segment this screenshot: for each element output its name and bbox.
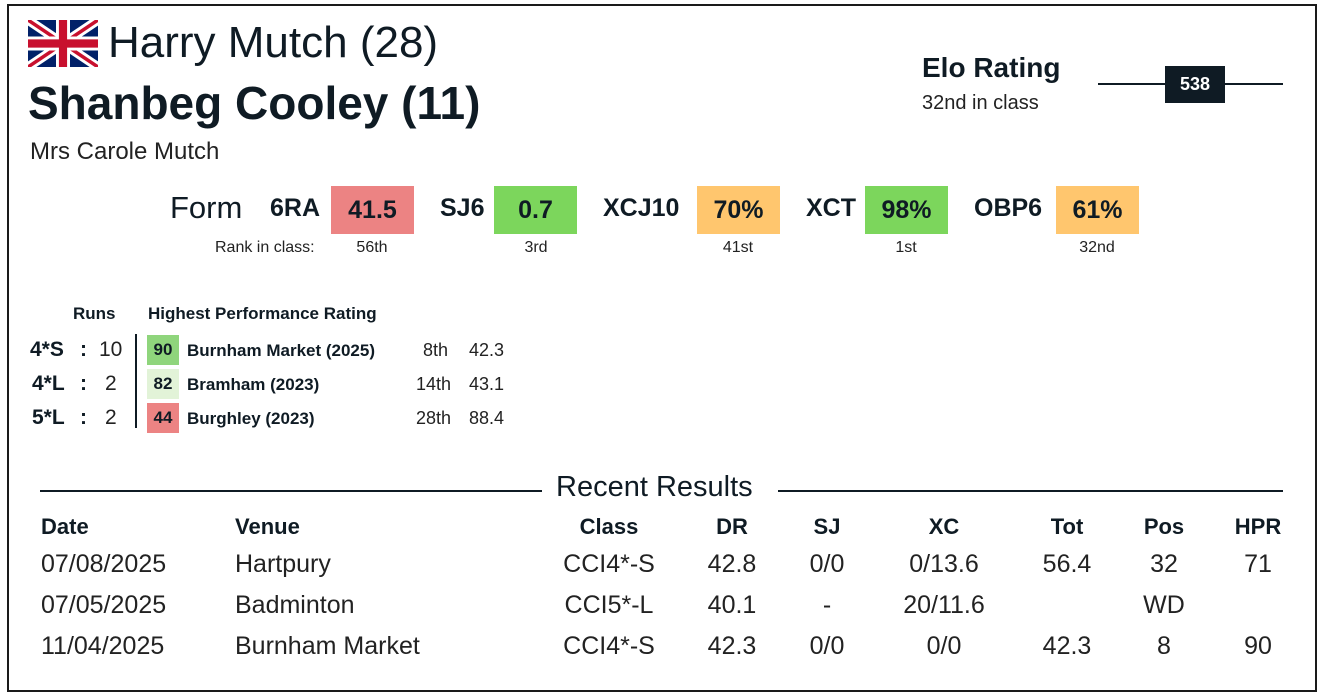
result-position: WD	[1143, 591, 1185, 619]
result-xc: 0/13.6	[909, 550, 979, 578]
metric-name-obp6: OBP6	[974, 194, 1043, 222]
result-sj: -	[822, 591, 832, 619]
form-label: Form	[170, 190, 243, 225]
horse-name: Shanbeg Cooley (11)	[28, 77, 481, 129]
elo-value-badge: 538	[1165, 66, 1225, 103]
runs-count: 10	[99, 338, 123, 361]
hpr-score-badge: 44	[147, 403, 179, 433]
level-label: 4*L	[32, 372, 65, 395]
result-class: CCI4*-S	[563, 550, 655, 578]
elo-title: Elo Rating	[922, 52, 1061, 83]
col-header-sj: SJ	[813, 514, 841, 539]
hpr-dressage-score: 42.3	[469, 340, 505, 360]
hpr-divider	[135, 334, 137, 428]
result-hpr: 90	[1244, 632, 1272, 660]
rank-in-class-label: Rank in class:	[215, 239, 315, 256]
result-position: 8	[1157, 632, 1171, 660]
level-label: 4*S	[30, 338, 64, 361]
result-venue: Hartpury	[235, 550, 331, 578]
metric-name-6ra: 6RA	[270, 194, 321, 222]
result-class: CCI4*-S	[563, 632, 655, 660]
col-header-date: Date	[41, 514, 89, 539]
runs-header: Runs	[73, 304, 116, 323]
profile-card	[7, 4, 1317, 692]
rank-xcj10: 41st	[722, 239, 754, 256]
result-dr: 42.8	[707, 550, 757, 578]
metric-name-xcj10: XCJ10	[603, 194, 680, 222]
rank-xct: 1st	[895, 239, 917, 256]
result-xc: 20/11.6	[903, 591, 985, 619]
section-divider-right	[778, 490, 1283, 492]
col-header-tot: Tot	[1050, 514, 1084, 539]
hpr-score-badge: 82	[147, 369, 179, 399]
metric-value-sj6: 0.7	[494, 186, 577, 234]
col-header-dr: DR	[716, 514, 748, 539]
result-venue: Burnham Market	[235, 632, 420, 660]
rank-6ra: 56th	[356, 239, 388, 256]
colon-separator: :	[80, 372, 87, 395]
result-position: 32	[1150, 550, 1178, 578]
level-label: 5*L	[32, 406, 65, 429]
rider-name: Harry Mutch (28)	[108, 18, 439, 67]
result-date: 11/04/2025	[41, 632, 165, 660]
runs-count: 2	[105, 406, 117, 429]
result-date: 07/05/2025	[41, 591, 167, 619]
metric-name-xct: XCT	[806, 194, 856, 222]
hpr-event: Burghley (2023)	[187, 409, 315, 428]
hpr-dressage-score: 88.4	[469, 408, 505, 428]
section-divider-left	[40, 490, 542, 492]
metric-name-sj6: SJ6	[440, 194, 485, 222]
col-header-class: Class	[579, 514, 639, 539]
hpr-header: Highest Performance Rating	[148, 304, 377, 323]
metric-value-obp6: 61%	[1056, 186, 1139, 234]
result-sj: 0/0	[809, 550, 845, 578]
hpr-score-badge: 90	[147, 335, 179, 365]
result-total: 56.4	[1042, 550, 1092, 578]
recent-results-title: Recent Results	[556, 471, 753, 503]
hpr-dressage-score: 43.1	[469, 374, 505, 394]
result-dr: 40.1	[707, 591, 757, 619]
result-venue: Badminton	[235, 591, 355, 619]
colon-separator: :	[80, 338, 87, 361]
hpr-place: 8th	[423, 340, 449, 360]
uk-flag-icon	[28, 20, 98, 67]
col-header-xc: XC	[928, 514, 960, 539]
col-header-venue: Venue	[235, 514, 300, 539]
elo-rank: 32nd in class	[922, 92, 1039, 114]
metric-value-xct: 98%	[865, 186, 948, 234]
result-hpr: 71	[1244, 550, 1272, 578]
col-header-hpr: HPR	[1234, 514, 1282, 539]
owner-name: Mrs Carole Mutch	[30, 138, 220, 165]
rank-sj6: 3rd	[524, 239, 548, 256]
col-header-pos: Pos	[1143, 514, 1185, 539]
result-sj: 0/0	[809, 632, 845, 660]
rank-obp6: 32nd	[1079, 239, 1115, 256]
runs-count: 2	[105, 372, 117, 395]
metric-value-xcj10: 70%	[697, 186, 780, 234]
hpr-event: Burnham Market (2025)	[187, 341, 376, 360]
colon-separator: :	[80, 406, 87, 429]
hpr-place: 28th	[416, 408, 452, 428]
result-dr: 42.3	[707, 632, 757, 660]
result-date: 07/08/2025	[41, 550, 167, 578]
hpr-place: 14th	[416, 374, 452, 394]
result-class: CCI5*-L	[564, 591, 654, 619]
hpr-event: Bramham (2023)	[187, 375, 320, 394]
metric-value-6ra: 41.5	[331, 186, 414, 234]
result-total: 42.3	[1042, 632, 1092, 660]
result-xc: 0/0	[926, 632, 962, 660]
